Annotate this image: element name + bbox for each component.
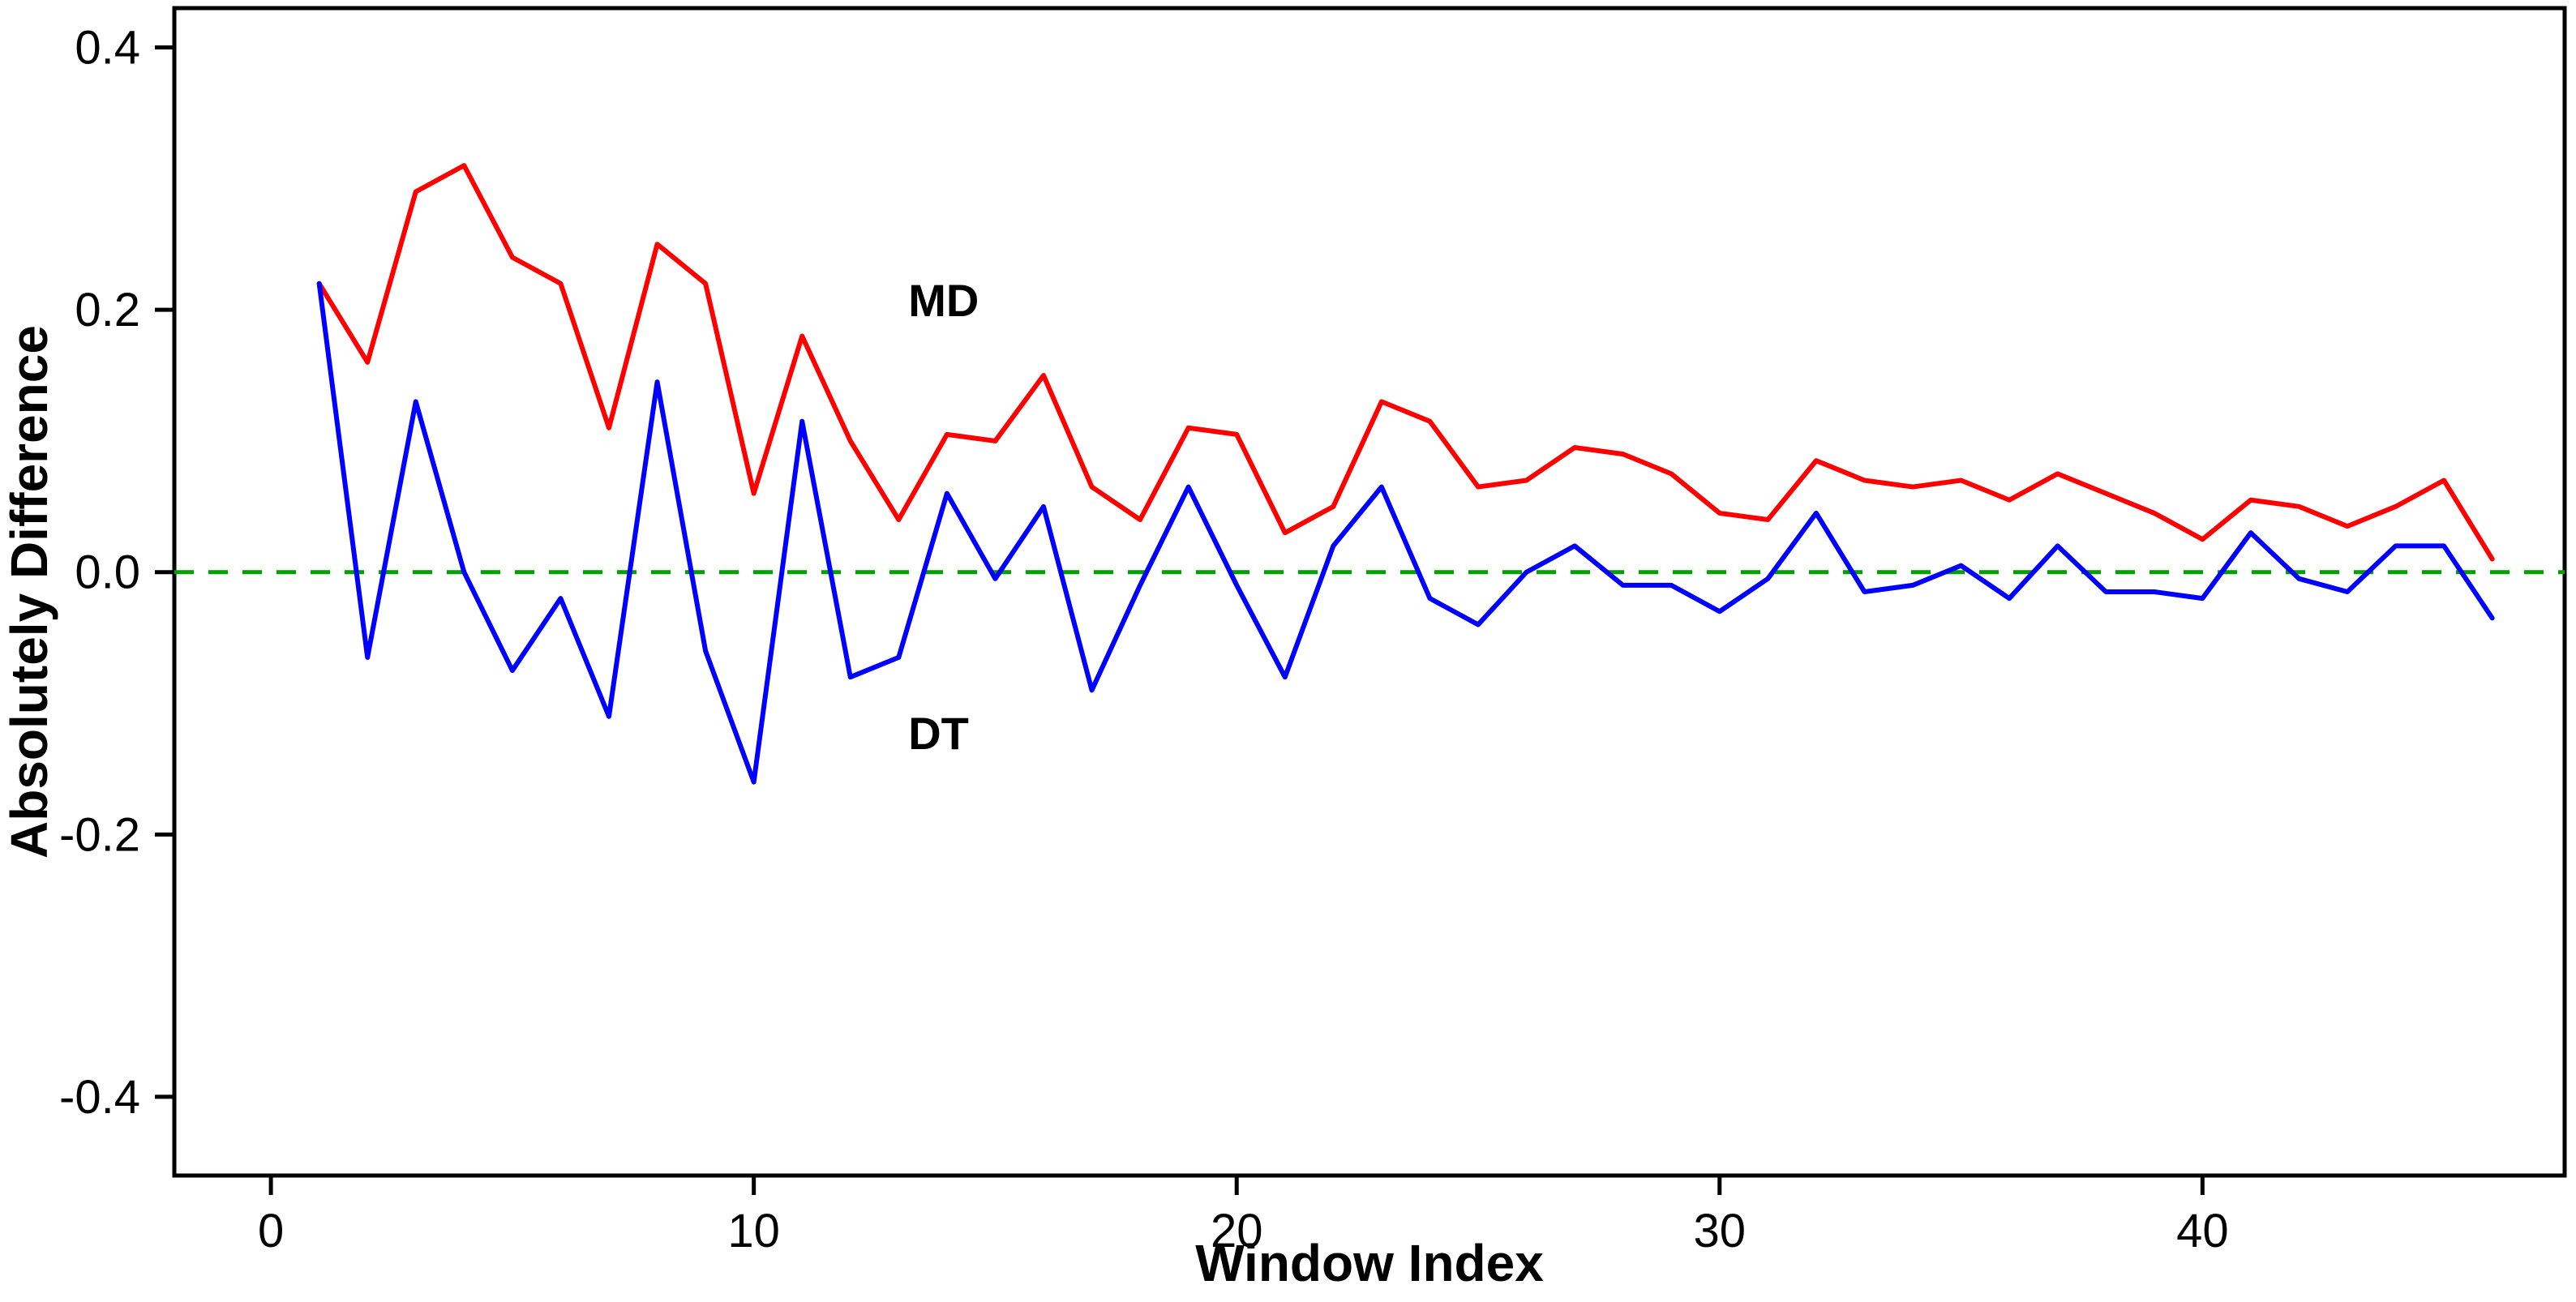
y-tick-label: 0.4: [75, 22, 140, 75]
dt-line: [316, 281, 2495, 785]
y-tick-label: 0.2: [75, 284, 140, 336]
x-tick-label: 30: [1694, 1205, 1747, 1257]
x-tick-label: 20: [1211, 1205, 1263, 1257]
y-tick-label: -0.2: [59, 808, 140, 861]
y-axis-title: Absolutely Difference: [0, 325, 58, 859]
series-label-md: MD: [908, 275, 979, 326]
x-tick-label: 10: [727, 1205, 780, 1257]
y-tick-label: -0.4: [59, 1071, 140, 1124]
x-tick-label: 0: [258, 1205, 284, 1257]
plot-border: [172, 6, 2567, 1178]
x-axis-title: Window Index: [1195, 1234, 1544, 1292]
y-tick-label: 0.0: [75, 546, 140, 599]
series-label-dt: DT: [908, 708, 969, 759]
x-tick-label: 40: [2176, 1205, 2229, 1257]
md-line: [316, 163, 2495, 562]
